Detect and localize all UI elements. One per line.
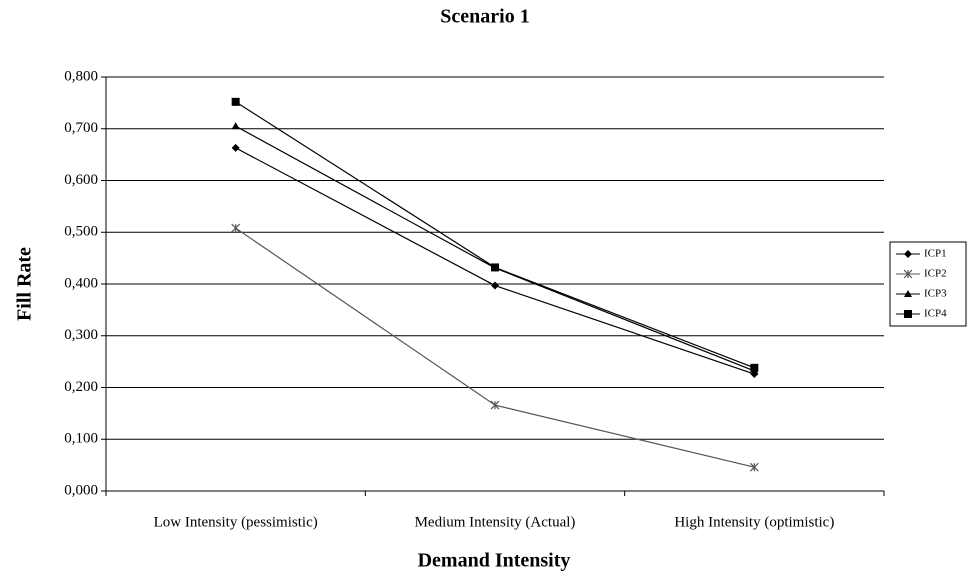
marker <box>750 363 759 372</box>
x-tick-label: High Intensity (optimistic) <box>674 514 834 530</box>
legend-label: ICP2 <box>924 268 947 280</box>
y-tick-label: 0,100 <box>64 431 98 447</box>
line <box>235 125 755 372</box>
legend-label: ICP3 <box>924 288 947 300</box>
marker <box>231 143 240 152</box>
marker <box>231 122 240 130</box>
y-tick-label: 0,200 <box>64 379 98 395</box>
legend-box <box>889 241 967 327</box>
marker <box>904 250 912 258</box>
marker <box>491 281 499 290</box>
marker <box>749 462 759 472</box>
marker <box>904 310 912 318</box>
marker <box>231 97 240 106</box>
y-tick-label: 0,000 <box>64 482 98 498</box>
y-tick-label: 0,300 <box>64 327 98 343</box>
line <box>235 101 755 369</box>
y-tick-label: 0,500 <box>64 224 98 240</box>
y-axis-title: Fill Rate <box>14 247 36 321</box>
x-tick-label: Medium Intensity (Actual) <box>415 514 576 530</box>
legend-label: ICP4 <box>924 308 947 320</box>
x-axis-title: Demand Intensity <box>418 550 571 572</box>
marker <box>491 263 499 272</box>
marker <box>903 269 913 279</box>
marker <box>904 290 912 297</box>
legend-label: ICP1 <box>924 248 947 260</box>
y-tick-label: 0,400 <box>64 275 98 291</box>
marker <box>490 400 500 410</box>
marker <box>231 223 241 233</box>
chart-title: Scenario 1 <box>440 6 529 28</box>
y-tick-label: 0,600 <box>64 172 98 188</box>
y-tick-label: 0,700 <box>64 120 98 136</box>
y-tick-label: 0,800 <box>64 68 98 84</box>
legend: ICP1 ICP2 ICP3 ICP4 <box>889 241 967 327</box>
x-tick-label: Low Intensity (pessimistic) <box>154 514 318 530</box>
